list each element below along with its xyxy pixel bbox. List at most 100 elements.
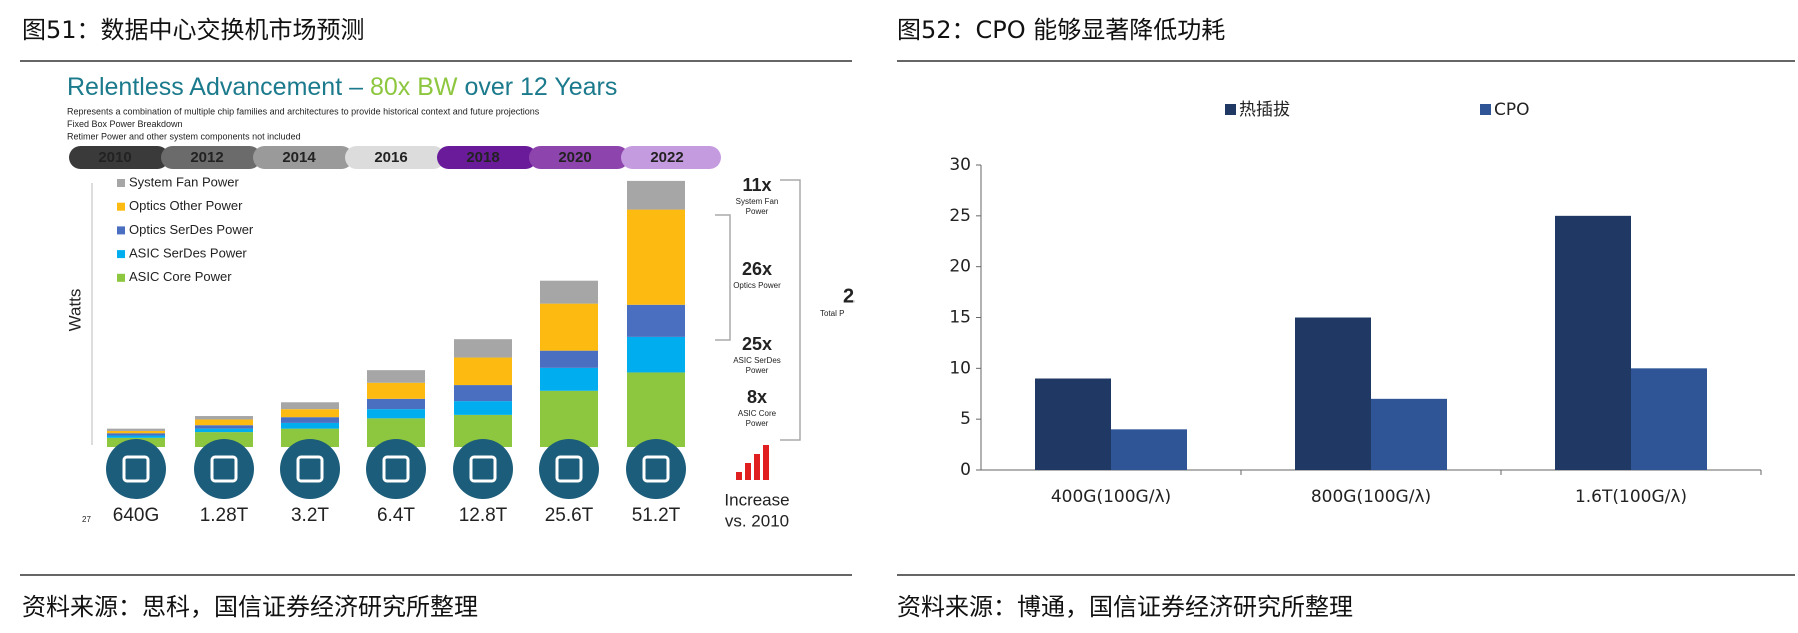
total-annotation: 22: [843, 285, 865, 307]
year-pill: [69, 146, 169, 169]
bar-segment: [540, 350, 598, 368]
year-label: 2010: [98, 149, 131, 166]
increase-icon: [763, 445, 769, 480]
year-label: 2012: [190, 149, 223, 166]
legend-swatch: [117, 250, 125, 259]
year-label: 2014: [282, 149, 316, 166]
year-label: 2020: [558, 149, 591, 166]
footer-label: Increase: [724, 490, 789, 509]
legend-label: ASIC SerDes Power: [129, 246, 247, 261]
figure-source: 资料来源：博通，国信证券经济研究所整理: [897, 593, 1353, 621]
slide-note: Fixed Box Power Breakdown: [67, 119, 183, 129]
footer-label: vs. 2010: [725, 511, 789, 530]
chip-icon: [453, 439, 513, 499]
bar-chart: 0 5 10 15 20 25 30 热插拔 CPO 400G(100G/λ) 800G(100G/…: [949, 100, 1762, 507]
y-axis-label: Watts: [65, 289, 84, 332]
legend-swatch: [117, 273, 125, 282]
total-sub: Total P: [820, 309, 844, 318]
slide-note: Represents a combination of multiple chi…: [67, 106, 540, 116]
y-tick-label: 5: [960, 409, 971, 429]
chip-icon: [469, 455, 497, 483]
increase-icon: [754, 454, 760, 480]
legend-swatch: [117, 202, 125, 211]
bar-segment: [107, 428, 165, 431]
legend-swatch: [117, 179, 125, 187]
bar: [1035, 378, 1111, 470]
year-label: 2022: [650, 149, 683, 166]
annotation: 8x: [747, 387, 767, 407]
title-part: over 12 Years: [458, 73, 618, 101]
bar-segment: [454, 385, 512, 402]
chip-icon: [122, 455, 150, 483]
bar-segment: [107, 433, 165, 436]
bar-segment: [195, 419, 253, 426]
legend-label: 热插拔: [1239, 100, 1290, 120]
annotation: 11x: [742, 175, 771, 195]
category-label: 6.4T: [377, 505, 415, 526]
chip-icon: [366, 439, 426, 499]
x-tick-label: 800G(100G/λ): [1311, 487, 1431, 507]
annotation: 26x: [742, 259, 772, 279]
bar-segment: [454, 339, 512, 358]
bar-segment: [627, 304, 685, 337]
annotation-sub: Optics Power: [733, 281, 781, 290]
y-tick-label: 25: [949, 206, 971, 226]
annotation-sub: Power: [746, 366, 769, 375]
chip-icon: [539, 439, 599, 499]
bracket: [780, 179, 801, 441]
bar: [1371, 398, 1447, 470]
annotation-sub: ASIC Core: [738, 409, 777, 418]
bar-segment: [195, 428, 253, 433]
year-pill: [621, 146, 721, 169]
year-pill: [253, 146, 353, 169]
chip-icon: [382, 455, 410, 483]
legend-label: ASIC Core Power: [129, 269, 232, 284]
year-pill: [437, 146, 537, 169]
increase-icon: [745, 463, 751, 480]
bar-segment: [281, 402, 339, 410]
bar-segment: [627, 209, 685, 305]
y-tick-label: 20: [949, 257, 971, 277]
chip-icon: [626, 439, 686, 499]
bar-segment: [540, 390, 598, 447]
figure-source: 资料来源：思科，国信证券经济研究所整理: [22, 593, 478, 621]
category-label: 12.8T: [459, 505, 508, 526]
chip-icon: [210, 455, 238, 483]
legend-label: System Fan Power: [129, 174, 239, 189]
legend-swatch: [1225, 104, 1236, 115]
bracket: [715, 214, 731, 341]
year-pill: [529, 146, 629, 169]
annotation-sub: Power: [746, 419, 769, 428]
bar-segment: [195, 425, 253, 429]
bar-segment: [367, 370, 425, 383]
bar-segment: [195, 416, 253, 420]
bar-segment: [540, 280, 598, 304]
category-label: 1.28T: [200, 505, 249, 526]
legend-label: Optics SerDes Power: [129, 222, 254, 237]
title-part: Relentless Advancement –: [67, 73, 370, 101]
slide-note: Retimer Power and other system component…: [67, 131, 301, 141]
bar: [1555, 215, 1631, 470]
category-label: 640G: [113, 505, 159, 526]
bar-segment: [540, 367, 598, 391]
bar-segment: [107, 435, 165, 438]
chip-icon: [280, 439, 340, 499]
y-tick-label: 10: [949, 358, 971, 378]
bar-segment: [281, 409, 339, 418]
page-number: 27: [82, 515, 91, 524]
chip-icon: [642, 455, 670, 483]
bar-segment: [281, 422, 339, 429]
bar-segment: [367, 398, 425, 410]
category-label: 51.2T: [632, 505, 681, 526]
bar-segment: [627, 336, 685, 373]
year-label: 2016: [374, 149, 407, 166]
x-tick-label: 400G(100G/λ): [1051, 487, 1171, 507]
annotation-sub: Power: [746, 207, 769, 216]
category-label: 25.6T: [545, 505, 594, 526]
category-label: 3.2T: [291, 505, 329, 526]
year-pill: [161, 146, 261, 169]
slide-title: Relentless Advancement – 80x BW over 12 …: [67, 73, 617, 101]
legend-swatch: [117, 226, 125, 235]
bar-segment: [367, 409, 425, 419]
